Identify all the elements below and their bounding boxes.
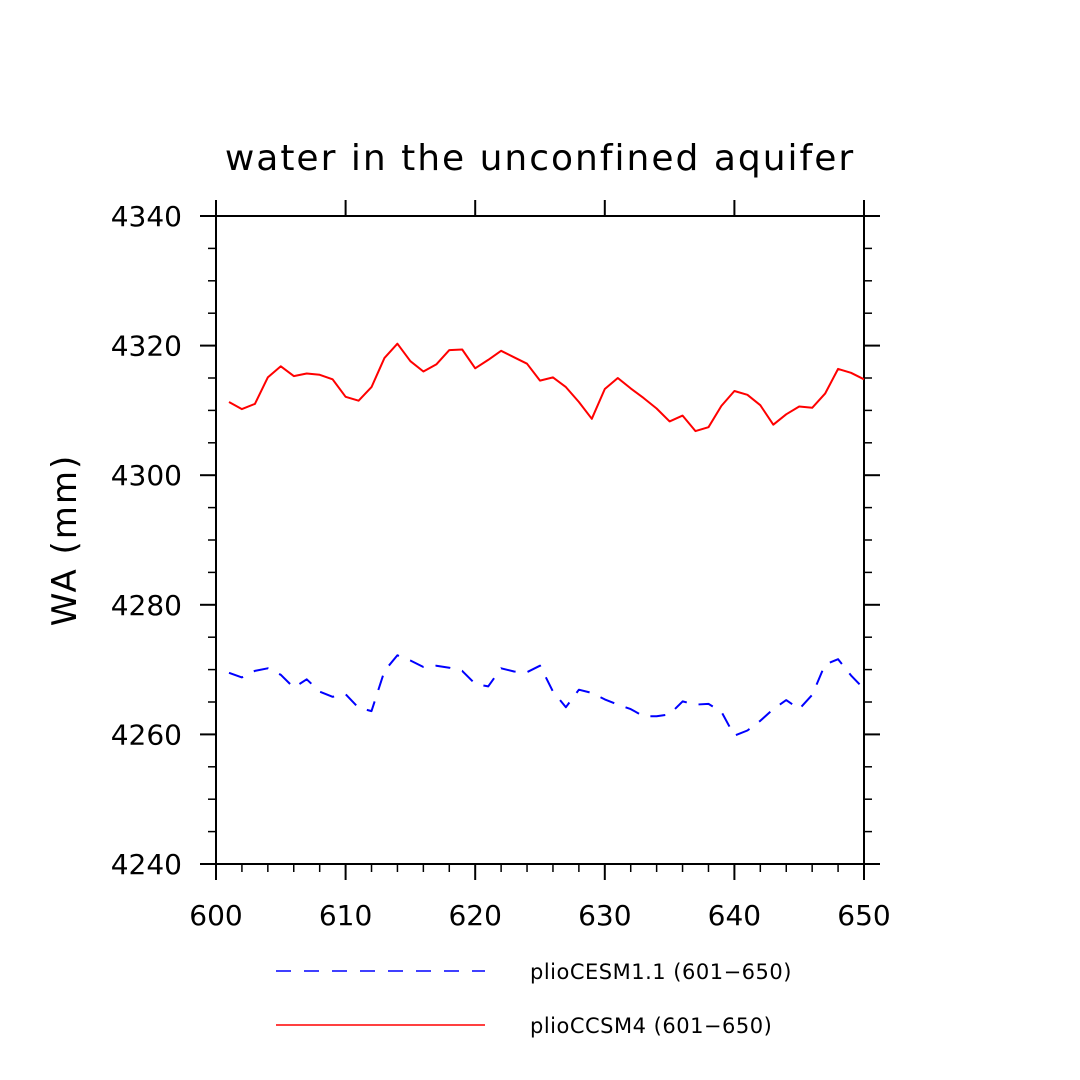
y-tick-label: 4340	[111, 200, 182, 233]
y-tick-label: 4280	[111, 589, 182, 622]
legend: plioCESM1.1 (601−650) plioCCSM4 (601−650)	[276, 960, 792, 1038]
plot-frame	[215, 215, 865, 865]
series-layer	[228, 342, 865, 737]
series-line-pliocesm	[228, 654, 865, 737]
y-tick-label: 4300	[111, 459, 182, 492]
x-axis-ticks: 600 610 620 630 640 650	[189, 200, 891, 932]
y-tick-label: 4240	[111, 848, 182, 881]
y-axis-label: WA (mm)	[45, 454, 85, 627]
chart-title: water in the unconfined aquifer	[225, 138, 855, 179]
x-tick-label: 640	[708, 899, 761, 932]
y-axis-ticks: 4240 4260 4280 4300 4320 4340	[111, 200, 880, 881]
plot-frame-rect	[215, 215, 865, 865]
legend-label: plioCCSM4 (601−650)	[530, 1014, 772, 1038]
legend-label: plioCESM1.1 (601−650)	[530, 960, 792, 984]
y-tick-label: 4320	[111, 330, 182, 363]
x-tick-label: 650	[837, 899, 890, 932]
x-tick-label: 610	[319, 899, 372, 932]
x-tick-label: 600	[189, 899, 242, 932]
x-tick-label: 620	[448, 899, 501, 932]
series-line-plioccsm4	[228, 342, 865, 433]
x-tick-label: 630	[578, 899, 631, 932]
y-tick-label: 4260	[111, 718, 182, 751]
